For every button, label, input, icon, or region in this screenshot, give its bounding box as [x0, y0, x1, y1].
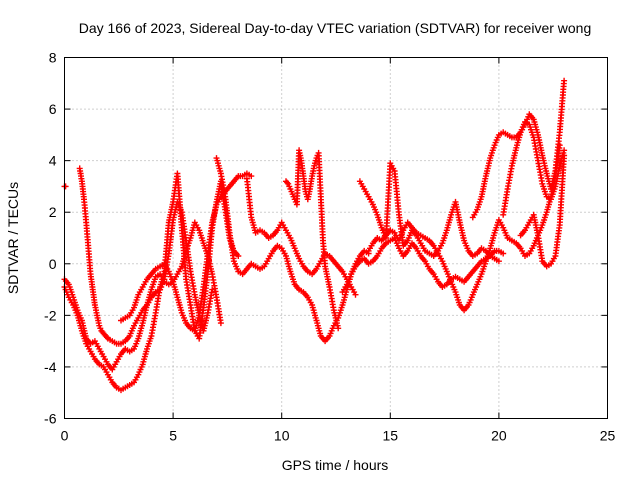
data-series-layer	[61, 77, 568, 394]
y-tick-label: 0	[49, 256, 57, 272]
data-point	[352, 291, 359, 298]
y-tick-label: 8	[49, 50, 57, 66]
x-axis-label: GPS time / hours	[282, 457, 389, 473]
x-tick-label: 15	[383, 428, 399, 444]
series-trace-13	[517, 152, 568, 270]
data-point	[284, 179, 291, 186]
plot-frame	[64, 57, 608, 419]
data-point	[561, 152, 568, 159]
y-tick-label: 4	[49, 153, 57, 169]
data-point	[62, 183, 69, 190]
x-tick-label: 10	[274, 428, 290, 444]
y-tick-label: -2	[44, 307, 57, 323]
series-trace-10	[339, 235, 507, 296]
data-point	[248, 173, 255, 180]
data-point	[500, 250, 507, 257]
y-axis-label: SDTVAR / TECUs	[5, 182, 21, 294]
data-point	[235, 253, 242, 259]
series-trace-2	[61, 219, 224, 373]
series-line	[245, 178, 357, 296]
series-trace-7	[283, 147, 342, 332]
data-point	[209, 286, 216, 293]
chart-title: Day 166 of 2023, Sidereal Day-to-day VTE…	[79, 20, 592, 36]
data-point	[217, 320, 224, 327]
y-tick-label: -4	[44, 359, 57, 375]
y-tick-label: -6	[44, 411, 57, 427]
series-trace-6	[243, 175, 359, 298]
data-point	[561, 147, 568, 154]
x-tick-label: 5	[169, 428, 177, 444]
x-tick-label: 20	[491, 428, 507, 444]
series-line	[215, 157, 370, 343]
data-point	[495, 258, 502, 265]
series-line	[367, 145, 561, 312]
data-point	[561, 77, 568, 84]
x-tick-label: 0	[61, 428, 69, 444]
axes: 0 5 10 15 20 25 -6 -4 -2 0 2 4 6 8	[44, 50, 615, 444]
series-trace-9	[365, 142, 563, 314]
series-trace-12	[500, 119, 568, 218]
grid	[64, 57, 608, 419]
data-point	[335, 325, 342, 332]
series-trace-3	[76, 165, 216, 347]
series-isolated-points	[61, 183, 69, 190]
x-tick-label: 25	[600, 428, 616, 444]
y-tick-label: 6	[49, 101, 57, 117]
y-tick-label: 2	[49, 204, 57, 220]
series-trace-4	[118, 170, 255, 334]
